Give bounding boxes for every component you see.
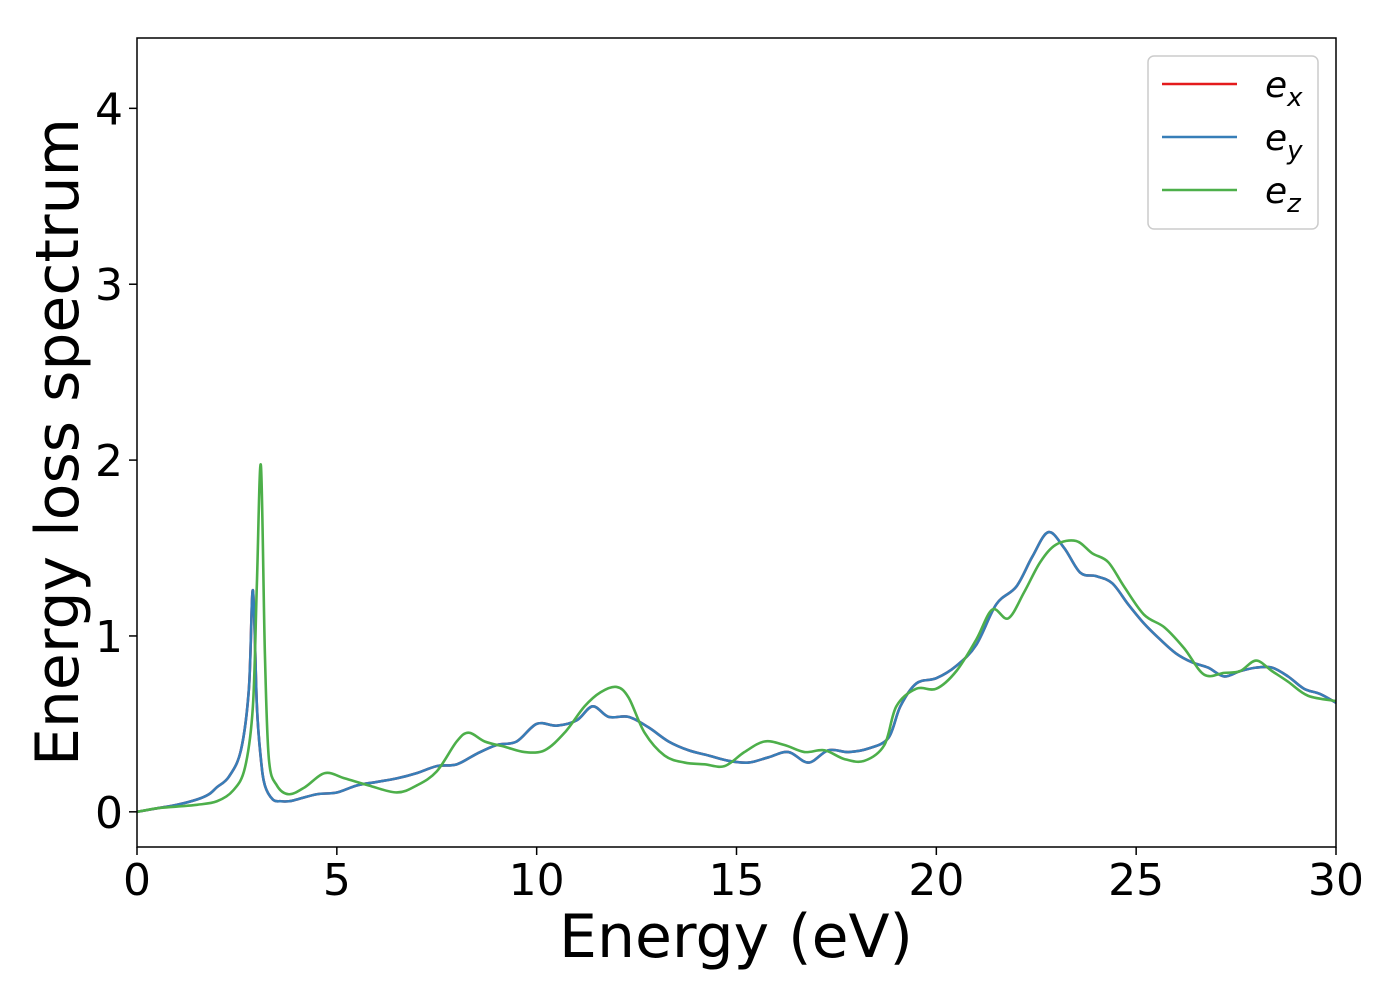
- series-line-y: [137, 530, 1336, 814]
- y-tick-label: 4: [95, 84, 123, 135]
- x-axis-title: Energy (eV): [559, 902, 913, 972]
- x-tick-label: 30: [1308, 855, 1364, 906]
- series-layer: [137, 463, 1336, 814]
- legend-label-subscript: z: [1286, 189, 1302, 219]
- legend-label-z: ez: [1265, 171, 1302, 219]
- legend-box: [1147, 55, 1319, 230]
- series-line-z: [137, 463, 1336, 814]
- legend-label-base: e: [1265, 118, 1287, 159]
- x-tick-label: 0: [123, 855, 151, 906]
- x-axis: 0 5 10 15 20 25 30: [123, 847, 1364, 906]
- y-axis: 0 1 2 3 4: [95, 84, 137, 839]
- x-tick-label: 15: [709, 855, 765, 906]
- y-tick-label: 1: [95, 612, 123, 663]
- legend-label-y: ey: [1265, 118, 1303, 166]
- legend-label-subscript: x: [1286, 83, 1303, 113]
- legend-label-base: e: [1265, 65, 1287, 106]
- legend-label-subscript: y: [1286, 136, 1303, 166]
- x-tick-label: 25: [1108, 855, 1164, 906]
- x-tick-label: 20: [908, 855, 964, 906]
- legend-label-x: ex: [1265, 65, 1303, 113]
- x-tick-label: 10: [509, 855, 565, 906]
- x-tick-label: 5: [323, 855, 351, 906]
- y-tick-label: 2: [95, 436, 123, 487]
- y-tick-label: 0: [95, 788, 123, 839]
- y-axis-title: Energy loss spectrum: [23, 118, 93, 766]
- y-tick-label: 3: [95, 260, 123, 311]
- legend-label-base: e: [1265, 171, 1287, 212]
